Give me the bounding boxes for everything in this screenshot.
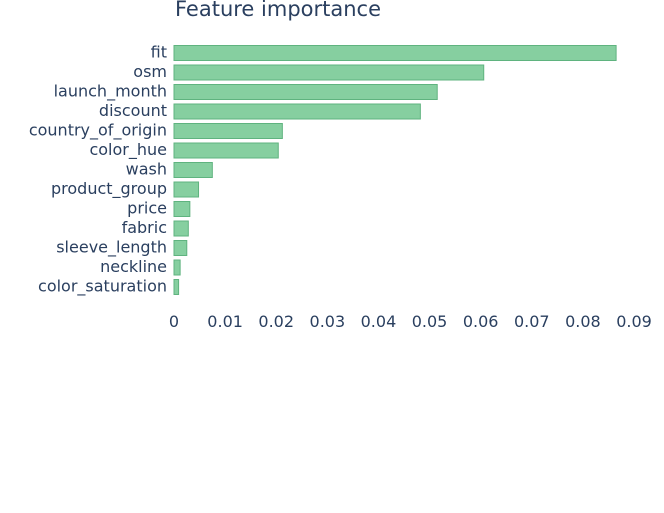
bar-color-hue: [173, 142, 279, 159]
x-tick-label: 0.01: [207, 312, 243, 331]
category-label-country-of-origin: country_of_origin: [29, 121, 167, 141]
bar-product-group: [173, 181, 200, 198]
bar-osm: [173, 64, 485, 81]
x-tick-label: 0.04: [361, 312, 397, 331]
chart-title: Feature importance: [175, 0, 381, 21]
x-tick-label: 0.05: [412, 312, 448, 331]
category-label-color-hue: color_hue: [89, 140, 167, 160]
x-axis-ticks: 0 0.01 0.02 0.03 0.04 0.05 0.06 0.07 0.08 0.09: [169, 312, 652, 331]
x-tick-label: 0: [169, 312, 179, 331]
category-label-product-group: product_group: [51, 179, 167, 199]
category-label-sleeve-length: sleeve_length: [56, 238, 167, 258]
category-label-fit: fit: [151, 43, 167, 62]
bar-country-of-origin: [173, 123, 283, 139]
category-label-neckline: neckline: [100, 257, 167, 276]
x-tick-label: 0.09: [616, 312, 652, 331]
category-label-fabric: fabric: [122, 218, 167, 237]
bar-neckline: [173, 259, 181, 276]
x-tick-label: 0.08: [565, 312, 601, 331]
bar-fabric: [173, 220, 189, 237]
bar-discount: [173, 103, 421, 120]
bar-color-saturation: [173, 279, 180, 295]
x-tick-label: 0.02: [258, 312, 294, 331]
category-labels: fitosmlaunch_monthdiscountcountry_of_ori…: [29, 43, 167, 297]
bar-launch-month: [173, 84, 438, 100]
category-label-launch-month: launch_month: [54, 82, 167, 102]
bar-sleeve-length: [173, 240, 188, 256]
category-label-discount: discount: [99, 101, 167, 120]
bars-layer: [173, 45, 617, 295]
x-tick-label: 0.03: [310, 312, 346, 331]
bar-fit: [173, 45, 617, 61]
bar-wash: [173, 162, 213, 178]
bar-price: [173, 201, 191, 217]
x-tick-label: 0.06: [463, 312, 499, 331]
x-tick-label: 0.07: [514, 312, 550, 331]
category-label-color-saturation: color_saturation: [38, 277, 167, 297]
category-label-osm: osm: [133, 62, 167, 81]
category-label-price: price: [127, 199, 167, 218]
category-label-wash: wash: [126, 160, 167, 179]
